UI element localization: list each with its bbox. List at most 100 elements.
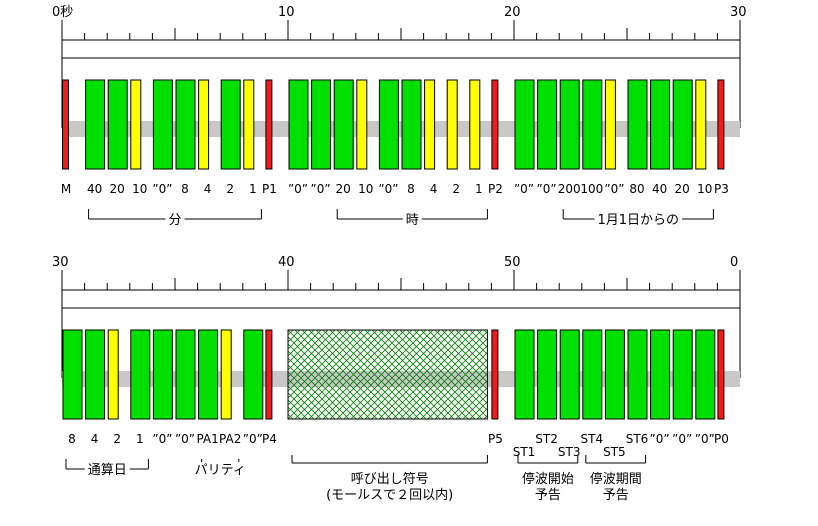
marker-pulse — [491, 79, 499, 170]
bit-label: ”0” — [378, 182, 398, 196]
tick-label: 50 — [504, 255, 521, 270]
bit-pulse-long — [582, 79, 603, 170]
bit-label: ”0” — [672, 432, 692, 446]
group-label: 停波開始 — [522, 471, 574, 487]
group-label: パリティ — [195, 463, 246, 478]
bit-pulse-long — [85, 79, 106, 170]
tick-label: 10 — [278, 5, 295, 20]
bit-pulse-short — [469, 79, 481, 170]
group-label-bg — [165, 212, 185, 229]
bit-label: 4 — [430, 182, 438, 196]
group-label: 呼び出し符号 — [351, 471, 429, 487]
bit-label: 2 — [452, 182, 460, 196]
bit-pulse-long — [604, 329, 625, 420]
group-label-bg — [191, 462, 249, 479]
bit-label: P2 — [488, 182, 503, 196]
bit-label: ”0” — [152, 432, 172, 446]
bit-label: ”0” — [243, 432, 263, 446]
bit-label: ST5 — [603, 445, 626, 459]
bit-pulse-long — [152, 329, 173, 420]
group-label: 通算日 — [88, 463, 127, 478]
bit-pulse-long — [288, 79, 309, 170]
bit-label: M — [61, 182, 71, 196]
tick-label: 0秒 — [52, 5, 73, 20]
bit-pulse-long — [672, 79, 693, 170]
bit-label: 4 — [204, 182, 212, 196]
marker-pulse — [717, 329, 725, 420]
bit-label: 2 — [113, 432, 121, 446]
bit-pulse-long — [627, 329, 648, 420]
bit-label: ”0” — [537, 182, 557, 196]
bit-pulse-short — [243, 79, 255, 170]
bit-label: P1 — [262, 182, 277, 196]
bit-label: ST4 — [581, 432, 604, 446]
bit-pulse-long — [85, 329, 106, 420]
bit-label: 100 — [580, 182, 603, 196]
bit-label: ”0” — [650, 432, 670, 446]
marker-pulse — [717, 79, 725, 170]
bit-label: 8 — [181, 182, 189, 196]
bit-pulse-short — [198, 79, 210, 170]
group-label: 分 — [168, 213, 181, 228]
bit-label: ”0” — [311, 182, 331, 196]
tick-label: 30 — [730, 5, 747, 20]
bit-pulse-long — [62, 329, 83, 420]
bit-pulse-long — [175, 329, 196, 420]
group-sublabel: (モールスで２回以内) — [326, 487, 453, 503]
bit-pulse-long — [152, 79, 173, 170]
bit-pulse-long — [559, 79, 580, 170]
bit-label: 2 — [226, 182, 234, 196]
bit-label: ”0” — [604, 182, 624, 196]
marker-pulse — [265, 329, 273, 420]
bit-label: 10 — [697, 182, 712, 196]
group-sublabel: 予告 — [535, 488, 561, 503]
bit-label: PA2 — [219, 432, 241, 446]
tick-label: 40 — [278, 255, 295, 270]
bit-label: 8 — [68, 432, 76, 446]
marker-pulse — [265, 79, 273, 170]
bit-label: 4 — [91, 432, 99, 446]
bit-label: 20 — [110, 182, 125, 196]
bit-pulse-long — [311, 79, 332, 170]
bit-label: 1 — [475, 182, 483, 196]
bit-pulse-long — [107, 79, 128, 170]
bit-label: 8 — [407, 182, 415, 196]
bit-label: 40 — [652, 182, 667, 196]
bit-pulse-long — [537, 329, 558, 420]
bit-pulse-long — [695, 329, 716, 420]
bit-label: 200 — [558, 182, 581, 196]
bit-pulse-long — [243, 329, 264, 420]
bit-label: ”0” — [695, 432, 715, 446]
bit-pulse-short — [107, 329, 119, 420]
bit-pulse-long — [514, 79, 535, 170]
marker-pulse — [62, 79, 69, 170]
tick-label: 20 — [504, 5, 521, 20]
bit-label: 40 — [87, 182, 102, 196]
bit-pulse-short — [446, 79, 458, 170]
bit-label: ST6 — [626, 432, 649, 446]
bit-pulse-long — [537, 79, 558, 170]
bit-label: P4 — [262, 432, 277, 446]
bit-pulse-short — [356, 79, 368, 170]
bit-label: ST1 — [513, 445, 536, 459]
group-label: 停波期間 — [590, 471, 642, 487]
bit-pulse-long — [333, 79, 354, 170]
group-label-bg — [594, 212, 683, 229]
callsign-block — [287, 329, 488, 420]
bit-label: 1 — [249, 182, 257, 196]
bit-pulse-long — [175, 79, 196, 170]
bit-label: ”0” — [152, 182, 172, 196]
bit-pulse-long — [559, 329, 580, 420]
bit-label: PA1 — [196, 432, 218, 446]
bit-label: 1 — [136, 432, 144, 446]
bit-label: 10 — [358, 182, 373, 196]
bit-label: 80 — [629, 182, 644, 196]
group-label-bg — [84, 462, 130, 479]
group-label: 時 — [406, 213, 419, 228]
bit-pulse-long — [650, 79, 671, 170]
bit-label: P3 — [714, 182, 729, 196]
bit-label: P0 — [714, 432, 729, 446]
bit-pulse-short — [424, 79, 436, 170]
